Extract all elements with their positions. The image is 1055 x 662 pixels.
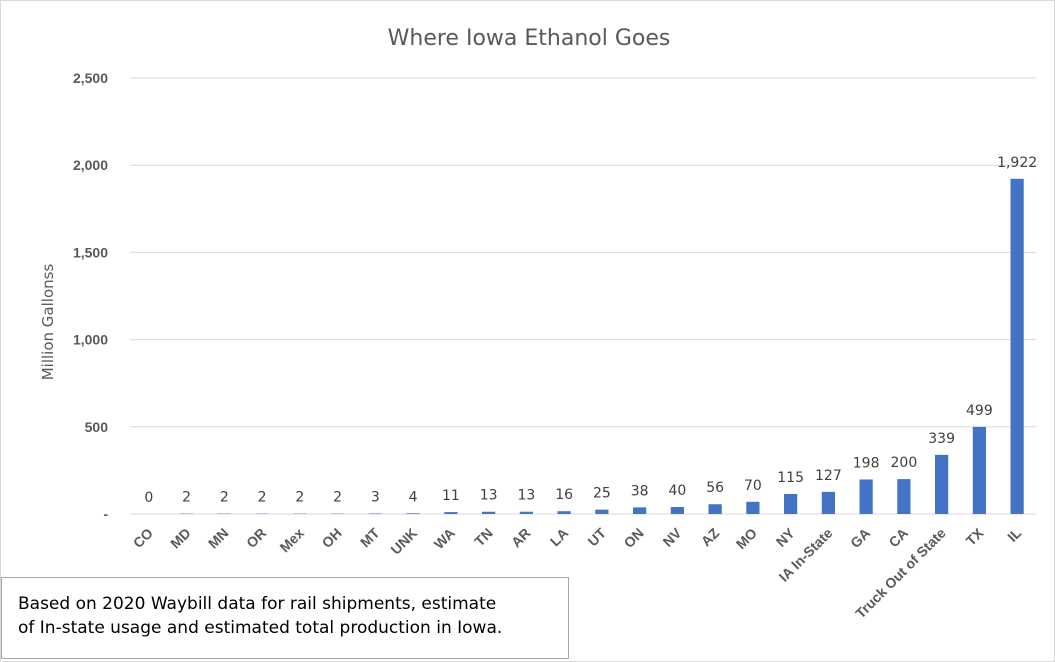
x-tick-label: TN (471, 525, 496, 550)
bar (557, 511, 571, 514)
x-tick-label: TX (963, 524, 987, 548)
data-label: 115 (777, 470, 804, 486)
x-tick-label: IL (1004, 524, 1024, 544)
x-tick-label: NV (659, 524, 685, 550)
data-label: 2 (220, 490, 229, 506)
data-label: 1,922 (997, 155, 1037, 171)
y-tick-label: 2,000 (73, 157, 108, 173)
y-tick-label: - (103, 506, 108, 522)
bar (859, 479, 873, 514)
y-tick-label: 2,500 (73, 70, 108, 86)
data-label: 38 (631, 483, 649, 499)
x-tick-label: UNK (387, 525, 420, 558)
data-label: 339 (928, 431, 955, 447)
x-tick-label: OH (319, 525, 345, 551)
data-label: 2 (182, 490, 191, 506)
x-tick-label: NY (773, 524, 799, 550)
note-box: Based on 2020 Waybill data for rail ship… (1, 577, 569, 659)
x-tick-label: Mex (276, 525, 307, 556)
bar (519, 511, 533, 514)
data-label: 25 (593, 486, 611, 502)
data-label: 16 (555, 487, 573, 503)
y-axis-ticks: - 500 1,000 1,500 2,000 2,500 (73, 70, 108, 522)
x-tick-label: MD (167, 525, 194, 552)
data-label: 11 (442, 488, 460, 504)
bar (708, 504, 722, 514)
x-tick-label: CA (885, 525, 911, 551)
data-label: 2 (333, 490, 342, 506)
gridlines (130, 77, 1036, 515)
y-tick-label: 500 (85, 419, 109, 435)
y-axis-title: Million Gallonss (39, 264, 57, 381)
bar (595, 509, 609, 514)
data-label: 0 (144, 490, 153, 506)
data-label: 56 (706, 480, 724, 496)
data-label: 40 (668, 483, 686, 499)
data-label: 2 (295, 490, 304, 506)
x-tick-label: AZ (698, 524, 723, 549)
data-label: 70 (744, 478, 762, 494)
bar (368, 513, 382, 514)
bar (935, 454, 949, 514)
x-tick-label: MT (357, 524, 383, 550)
bar (1010, 178, 1024, 514)
note-line-2: of In-state usage and estimated total pr… (18, 618, 503, 638)
note-text: Based on 2020 Waybill data for rail ship… (18, 592, 563, 640)
data-label: 2 (258, 490, 267, 506)
x-tick-label: WA (431, 525, 458, 552)
y-tick-label: 1,000 (73, 332, 108, 348)
x-tick-label: MN (205, 525, 232, 552)
y-tick-label: 1,500 (73, 244, 108, 260)
bar (444, 512, 458, 514)
bar (670, 507, 684, 514)
x-tick-label: UT (584, 524, 609, 549)
x-tick-label: ON (621, 525, 647, 551)
x-tick-label: AR (508, 525, 534, 551)
note-line-1: Based on 2020 Waybill data for rail ship… (18, 594, 497, 614)
bars (180, 178, 1024, 514)
bar (784, 493, 798, 514)
bar (633, 507, 647, 514)
bar (406, 513, 420, 514)
bar (972, 426, 986, 514)
bar (482, 511, 496, 514)
data-label: 499 (966, 403, 993, 419)
data-label: 13 (480, 488, 498, 504)
data-label: 198 (853, 455, 880, 471)
data-label: 127 (815, 468, 842, 484)
data-label: 4 (409, 489, 418, 505)
x-tick-label: CO (130, 525, 156, 551)
data-label: 3 (371, 489, 380, 505)
data-labels: 0 2 2 2 2 2 3 4 11 13 13 16 25 38 40 56 70 115 127 198 200 33… (144, 155, 1037, 506)
bar (746, 501, 760, 514)
chart-title: Where Iowa Ethanol Goes (388, 26, 671, 51)
bar (821, 491, 835, 514)
data-label: 200 (891, 455, 918, 471)
x-tick-label: OR (243, 525, 269, 551)
x-tick-label: LA (547, 525, 572, 550)
x-tick-label: MO (733, 525, 760, 552)
x-tick-label: GA (847, 525, 873, 551)
data-label: 13 (517, 488, 535, 504)
bar (897, 479, 911, 514)
